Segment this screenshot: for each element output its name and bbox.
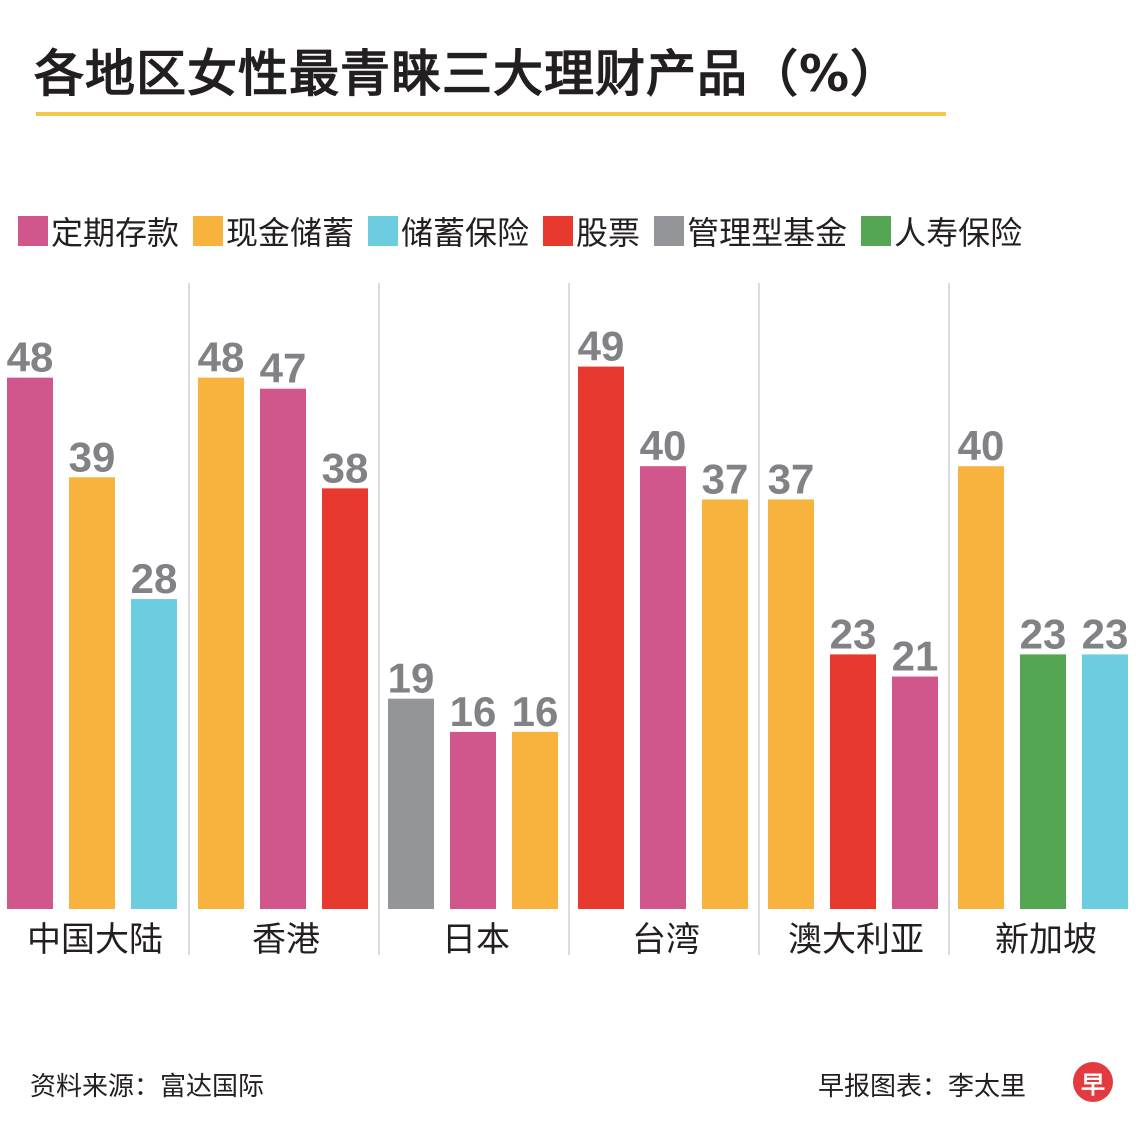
bar bbox=[450, 731, 496, 909]
bar-chart: 48 39 28 中国大陆 48 47 38 香港 19 16 16 日本 49 40 37 台湾 37 23 21… bbox=[7, 283, 1129, 960]
bar-value-label: 37 bbox=[702, 455, 749, 502]
legend-label: 管理型基金 bbox=[687, 214, 848, 252]
bar bbox=[388, 698, 434, 909]
bar bbox=[640, 466, 686, 909]
bar bbox=[198, 377, 244, 909]
legend-swatch bbox=[654, 216, 685, 246]
bar bbox=[131, 599, 177, 909]
bar-value-label: 48 bbox=[7, 334, 54, 381]
bar bbox=[702, 499, 748, 909]
bar-value-label: 40 bbox=[958, 422, 1005, 469]
legend-label: 现金储蓄 bbox=[226, 214, 355, 252]
legend-swatch bbox=[18, 216, 48, 246]
bar-value-label: 23 bbox=[1082, 610, 1129, 657]
bar bbox=[69, 477, 115, 909]
legend-item-cash: 现金储蓄 bbox=[193, 208, 354, 254]
title-underline bbox=[36, 112, 946, 116]
legend-item-managed-funds: 管理型基金 bbox=[654, 208, 847, 254]
bar-value-label: 28 bbox=[131, 555, 178, 602]
bar bbox=[1020, 654, 1066, 909]
bar bbox=[322, 488, 368, 909]
legend-label: 定期存款 bbox=[51, 214, 180, 252]
category-label: 澳大利亚 bbox=[788, 920, 924, 960]
legend: 定期存款 现金储蓄 储蓄保险 股票 管理型基金 人寿保险 bbox=[18, 208, 1022, 254]
bar bbox=[958, 466, 1004, 909]
legend-item-insurance-savings: 储蓄保险 bbox=[368, 208, 529, 254]
bar bbox=[768, 499, 814, 909]
bar-value-label: 21 bbox=[892, 633, 939, 680]
legend-swatch bbox=[368, 216, 399, 246]
bar bbox=[830, 654, 876, 909]
bar bbox=[1082, 654, 1128, 909]
bar-value-label: 19 bbox=[388, 655, 435, 702]
bar-value-label: 49 bbox=[578, 323, 625, 370]
legend-label: 人寿保险 bbox=[894, 214, 1023, 252]
bar-value-label: 48 bbox=[198, 334, 245, 381]
category-label: 台湾 bbox=[632, 920, 700, 960]
bar-value-label: 16 bbox=[450, 688, 497, 735]
bar-value-label: 16 bbox=[512, 688, 559, 735]
chart-credit: 早报图表：李太里 bbox=[818, 1072, 1027, 1102]
legend-swatch bbox=[193, 216, 224, 246]
category-label: 新加坡 bbox=[995, 920, 1097, 960]
legend-item-deposit: 定期存款 bbox=[18, 208, 179, 254]
bar bbox=[578, 366, 624, 909]
bar-value-label: 40 bbox=[640, 422, 687, 469]
legend-label: 储蓄保险 bbox=[401, 214, 530, 252]
bar-value-label: 23 bbox=[1020, 610, 1067, 657]
legend-swatch bbox=[861, 216, 892, 246]
category-label: 香港 bbox=[252, 920, 320, 960]
category-label: 中国大陆 bbox=[27, 920, 163, 960]
bar-value-label: 38 bbox=[322, 444, 369, 491]
bar-value-label: 37 bbox=[768, 455, 815, 502]
bar bbox=[892, 676, 938, 909]
legend-item-life-insurance: 人寿保险 bbox=[861, 208, 1022, 254]
bar-value-label: 23 bbox=[830, 610, 877, 657]
bar-value-label: 39 bbox=[69, 433, 116, 480]
chart-title: 各地区女性最青睐三大理财产品（%） bbox=[34, 45, 902, 103]
legend-label: 股票 bbox=[576, 214, 641, 252]
bar bbox=[512, 731, 558, 909]
legend-swatch bbox=[543, 216, 574, 246]
zaobao-logo: 早 bbox=[1073, 1062, 1113, 1102]
category-label: 日本 bbox=[442, 920, 510, 960]
legend-item-stocks: 股票 bbox=[543, 208, 640, 254]
source-note: 资料来源：富达国际 bbox=[30, 1072, 265, 1102]
bar-value-label: 47 bbox=[260, 345, 307, 392]
bar bbox=[7, 377, 53, 909]
bar bbox=[260, 388, 306, 910]
